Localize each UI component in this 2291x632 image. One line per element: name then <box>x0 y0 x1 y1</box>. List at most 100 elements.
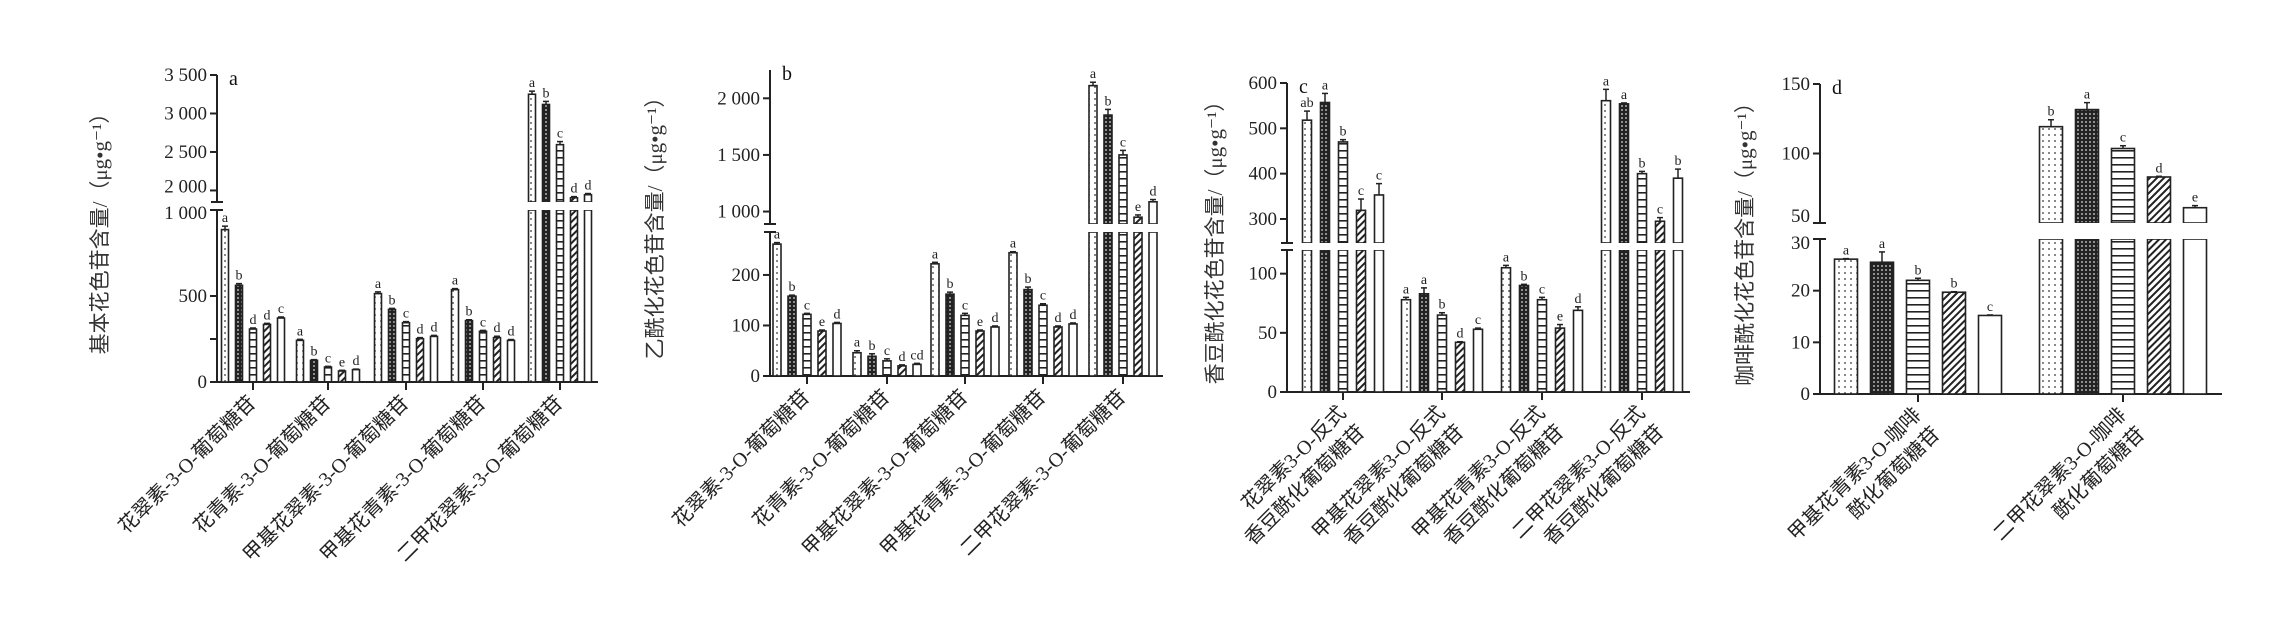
bar-break-gap <box>541 202 551 210</box>
y-tick-label: 100 <box>732 315 761 336</box>
bar-lower-segment <box>1103 231 1113 377</box>
significance-letter: c <box>1120 135 1126 150</box>
bar <box>1905 279 1931 395</box>
x-category-label: 花青素-3-O-葡萄糖苷 <box>748 385 895 532</box>
bar <box>248 328 258 383</box>
bar <box>337 370 347 383</box>
bar-break-gap <box>2038 223 2064 239</box>
bar <box>772 243 782 377</box>
significance-letter: a <box>774 228 781 243</box>
bar-break-gap <box>1301 243 1313 250</box>
bar-break-gap <box>527 202 537 210</box>
significance-letter: b <box>1105 94 1112 109</box>
bar <box>1436 314 1448 393</box>
significance-letter: b <box>1025 272 1032 287</box>
significance-letter: e <box>339 355 345 370</box>
y-tick-label: 500 <box>179 286 208 307</box>
bar <box>1373 194 1385 244</box>
bar <box>1618 103 1630 244</box>
y-tick-label: 3 000 <box>164 103 207 124</box>
x-category-label: 甲基花翠素-3-O-葡萄糖苷 <box>798 385 973 560</box>
bar <box>309 359 319 383</box>
significance-letter: e <box>819 315 825 330</box>
significance-letter: e <box>2192 191 2198 206</box>
bar-lower-segment <box>1373 249 1385 393</box>
significance-letter: a <box>1090 67 1097 82</box>
bar-lower-segment <box>1600 249 1612 393</box>
y-tick-label: 400 <box>1249 164 1278 185</box>
y-axis-label: 乙酰化花色苷含量/（μg•g⁻¹） <box>643 87 667 360</box>
significance-letter: d <box>2156 161 2163 176</box>
y-tick-label: 200 <box>732 265 761 286</box>
bar <box>1518 284 1530 393</box>
y-tick-label: 300 <box>1249 209 1278 230</box>
significance-letter: b <box>1639 156 1646 171</box>
bar-break-gap <box>1618 243 1630 250</box>
y-axis-label: 香豆酰化花色苷含量/（μg•g⁻¹） <box>1203 91 1227 385</box>
y-tick-label: 50 <box>1258 323 1277 344</box>
significance-letter: a <box>1843 244 1850 259</box>
bar <box>960 314 970 377</box>
significance-letter: a <box>1503 250 1510 265</box>
significance-letter: b <box>947 277 954 292</box>
y-tick-label: 2 500 <box>164 142 207 163</box>
y-tick-label: 0 <box>1801 384 1811 405</box>
significance-letter: e <box>1135 200 1141 215</box>
y-axis-label: 咖啡酰化花色苷含量/（μg•g⁻¹） <box>1733 92 1757 386</box>
significance-letter: d <box>834 307 841 322</box>
bar-break-gap <box>1600 243 1612 250</box>
bar-lower-segment <box>1301 249 1313 393</box>
significance-letter: b <box>1675 154 1682 169</box>
significance-letter: d <box>1070 308 1077 323</box>
significance-letter: ab <box>1300 96 1313 111</box>
bar <box>351 368 361 383</box>
significance-letter: d <box>417 323 424 338</box>
bar-lower-segment <box>1319 249 1331 393</box>
significance-letter: c <box>1376 169 1382 184</box>
bar-break-gap <box>2146 223 2172 239</box>
significance-letter: c <box>325 351 331 366</box>
bar <box>897 365 907 377</box>
significance-letter: d <box>250 313 257 328</box>
significance-letter: c <box>557 127 563 142</box>
bar-break-gap <box>1654 243 1666 250</box>
significance-letter: a <box>1603 74 1610 89</box>
significance-letter: b <box>789 280 796 295</box>
bar-lower-segment <box>541 209 551 383</box>
bar-lower-segment <box>2110 238 2136 395</box>
bar <box>817 330 827 377</box>
bar <box>1023 288 1033 377</box>
significance-letter: b <box>1915 263 1922 278</box>
bar <box>492 336 502 383</box>
bar <box>234 284 244 383</box>
significance-letter: d <box>992 311 999 326</box>
bar-lower-segment <box>2146 238 2172 395</box>
y-tick-label: 1 500 <box>717 145 760 166</box>
significance-letter: d <box>571 182 578 197</box>
bar-lower-segment <box>1148 231 1158 377</box>
panel-a: 0 500 1 000 2 000 2 500 3 000 3 500 基本花色苷含量/（μg… <box>88 65 598 566</box>
bar <box>2146 176 2172 224</box>
panel-letter: a <box>229 68 238 90</box>
y-tick-label: 3 500 <box>164 65 207 86</box>
y-tick-label: 2 000 <box>164 176 207 197</box>
bar <box>1319 101 1331 244</box>
significance-letter: b <box>236 269 243 284</box>
bar-break-gap <box>1088 224 1098 232</box>
y-tick-label: 500 <box>1249 118 1278 139</box>
significance-letter: c <box>1475 313 1481 328</box>
bar-lower-segment <box>1355 249 1367 393</box>
x-category-label: 花翠素-3-O-葡萄糖苷 <box>668 385 815 532</box>
bar-lower-segment <box>2038 238 2064 395</box>
significance-letter: d <box>899 350 906 365</box>
bar <box>415 337 425 383</box>
bar-break-gap <box>1319 243 1331 250</box>
y-tick-label: 20 <box>1791 281 1810 302</box>
bar-lower-segment <box>2074 238 2100 395</box>
bar-break-gap <box>1118 224 1128 232</box>
bar-break-gap <box>555 202 565 210</box>
significance-letter: d <box>353 354 360 369</box>
bar-break-gap <box>1133 224 1143 232</box>
bar <box>1536 298 1548 393</box>
